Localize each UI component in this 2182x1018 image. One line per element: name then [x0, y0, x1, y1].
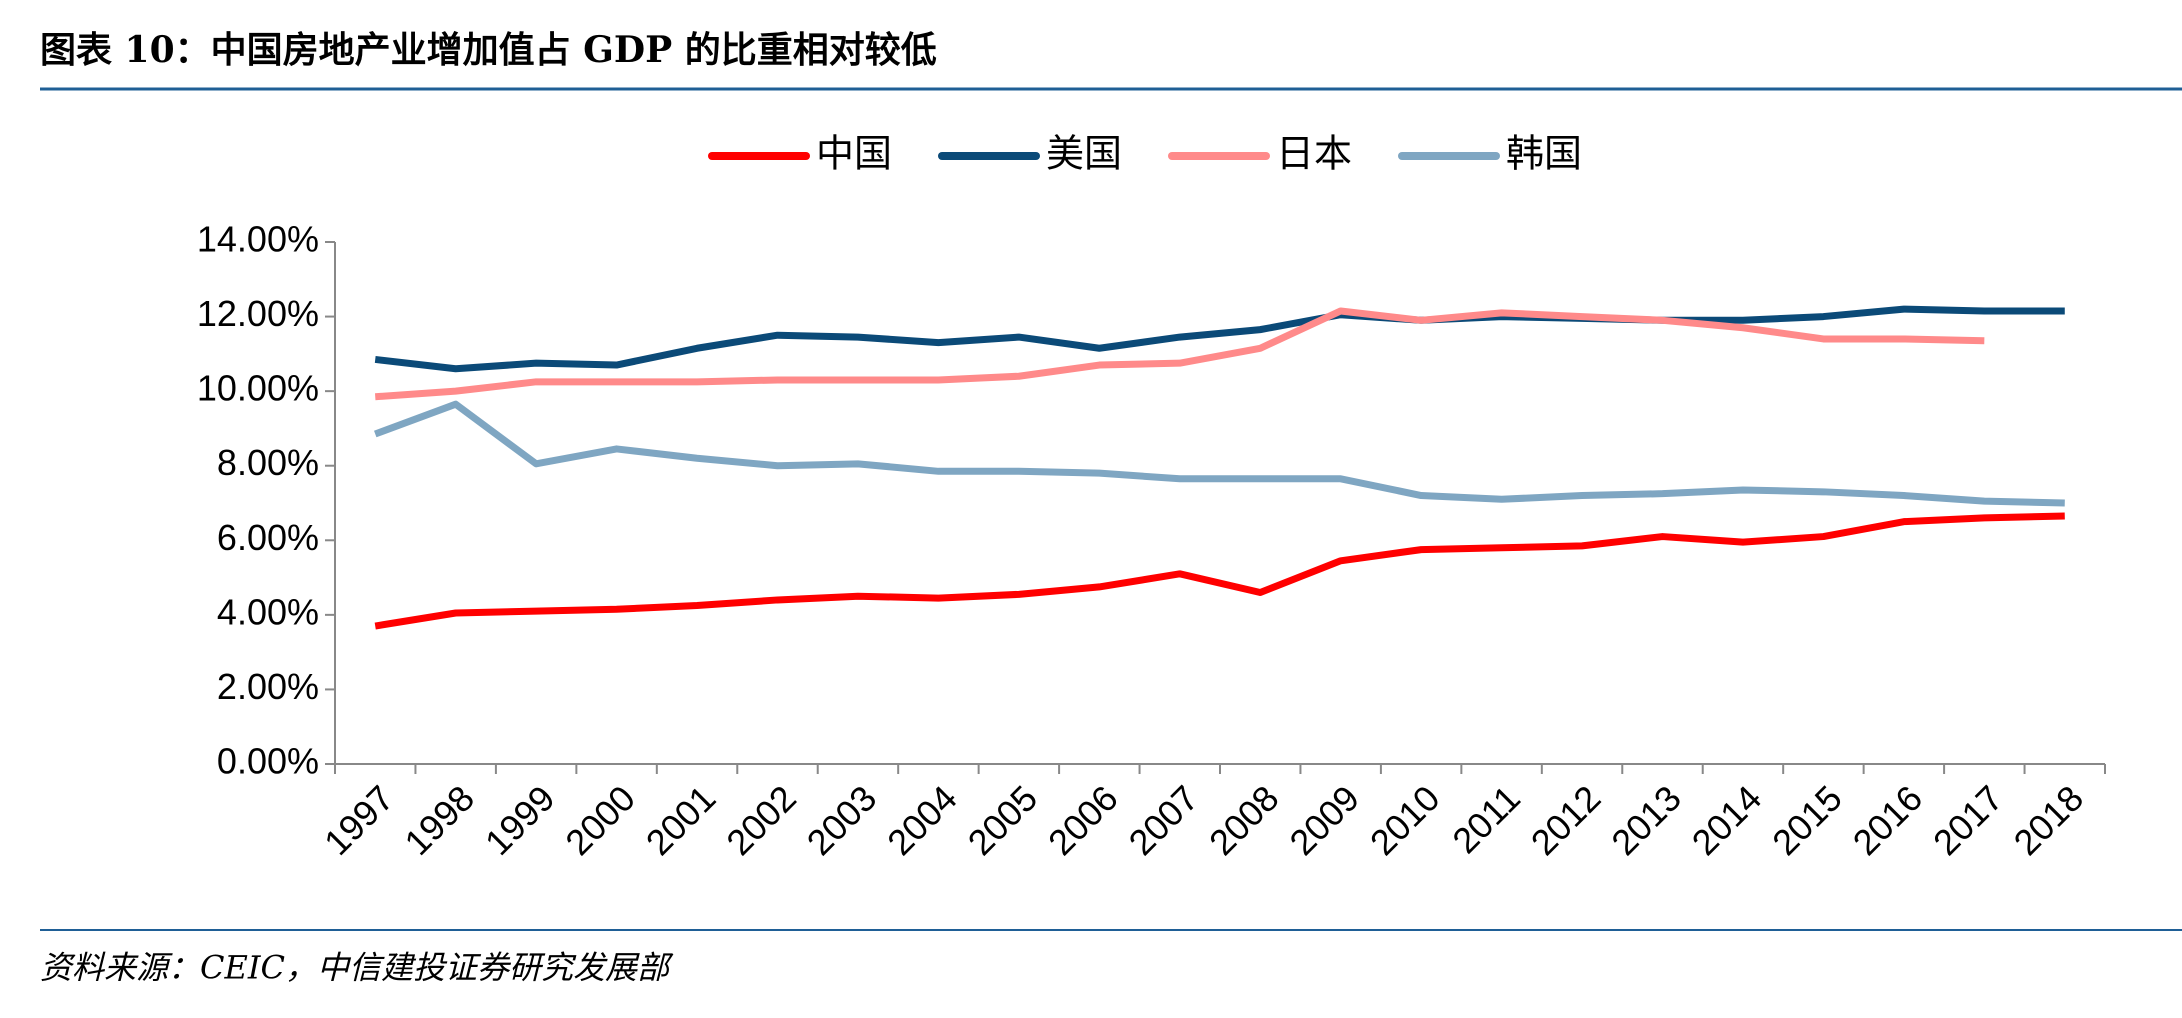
x-tick-label: 2013: [1603, 777, 1689, 863]
y-tick-label: 10.00%: [197, 368, 319, 409]
y-tick-label: 0.00%: [217, 741, 319, 782]
x-tick-label: 2015: [1764, 777, 1850, 863]
x-tick-label: 2000: [557, 777, 643, 863]
y-tick-label: 14.00%: [197, 219, 319, 260]
series-line: [374, 512, 2065, 630]
x-tick-label: 2006: [1040, 777, 1126, 863]
x-tick-label: 2016: [1845, 777, 1931, 863]
legend-label: 日本: [1276, 132, 1352, 176]
x-tick-label: 2008: [1201, 777, 1287, 863]
x-tick-label: 2011: [1444, 777, 1528, 861]
x-tick-label: 2001: [638, 777, 724, 863]
x-tick-label: 2018: [2006, 777, 2092, 863]
x-tick-label: 2002: [718, 777, 804, 863]
x-tick-label: 1998: [396, 777, 482, 863]
legend-label: 中国: [816, 132, 892, 176]
x-tick-label: 2003: [799, 777, 885, 863]
x-tick-label: 1997: [316, 777, 402, 863]
x-tick-label: 2009: [1281, 777, 1367, 863]
series-line: [374, 305, 2065, 373]
y-tick-label: 4.00%: [217, 591, 319, 632]
x-tick-label: 2007: [1121, 777, 1207, 863]
y-tick-label: 12.00%: [197, 293, 319, 334]
y-tick-label: 6.00%: [217, 517, 319, 558]
y-tick-label: 8.00%: [217, 442, 319, 483]
series-line: [374, 400, 2065, 507]
chart-title: 图表 10：中国房地产业增加值占 GDP 的比重相对较低: [40, 29, 937, 71]
legend-label: 韩国: [1506, 132, 1582, 176]
series-line: [374, 307, 1985, 401]
legend-label: 美国: [1046, 132, 1122, 176]
x-tick-label: 1999: [477, 777, 563, 863]
x-tick-label: 2010: [1362, 777, 1448, 863]
x-tick-label: 2004: [879, 777, 965, 863]
x-tick-label: 2005: [960, 777, 1046, 863]
x-tick-label: 2017: [1925, 777, 2011, 863]
source: 资料来源：CEIC，中信建投证券研究发展部: [40, 949, 674, 987]
y-tick-label: 2.00%: [217, 666, 319, 707]
x-tick-label: 2014: [1684, 777, 1770, 863]
x-tick-label: 2012: [1523, 777, 1609, 863]
